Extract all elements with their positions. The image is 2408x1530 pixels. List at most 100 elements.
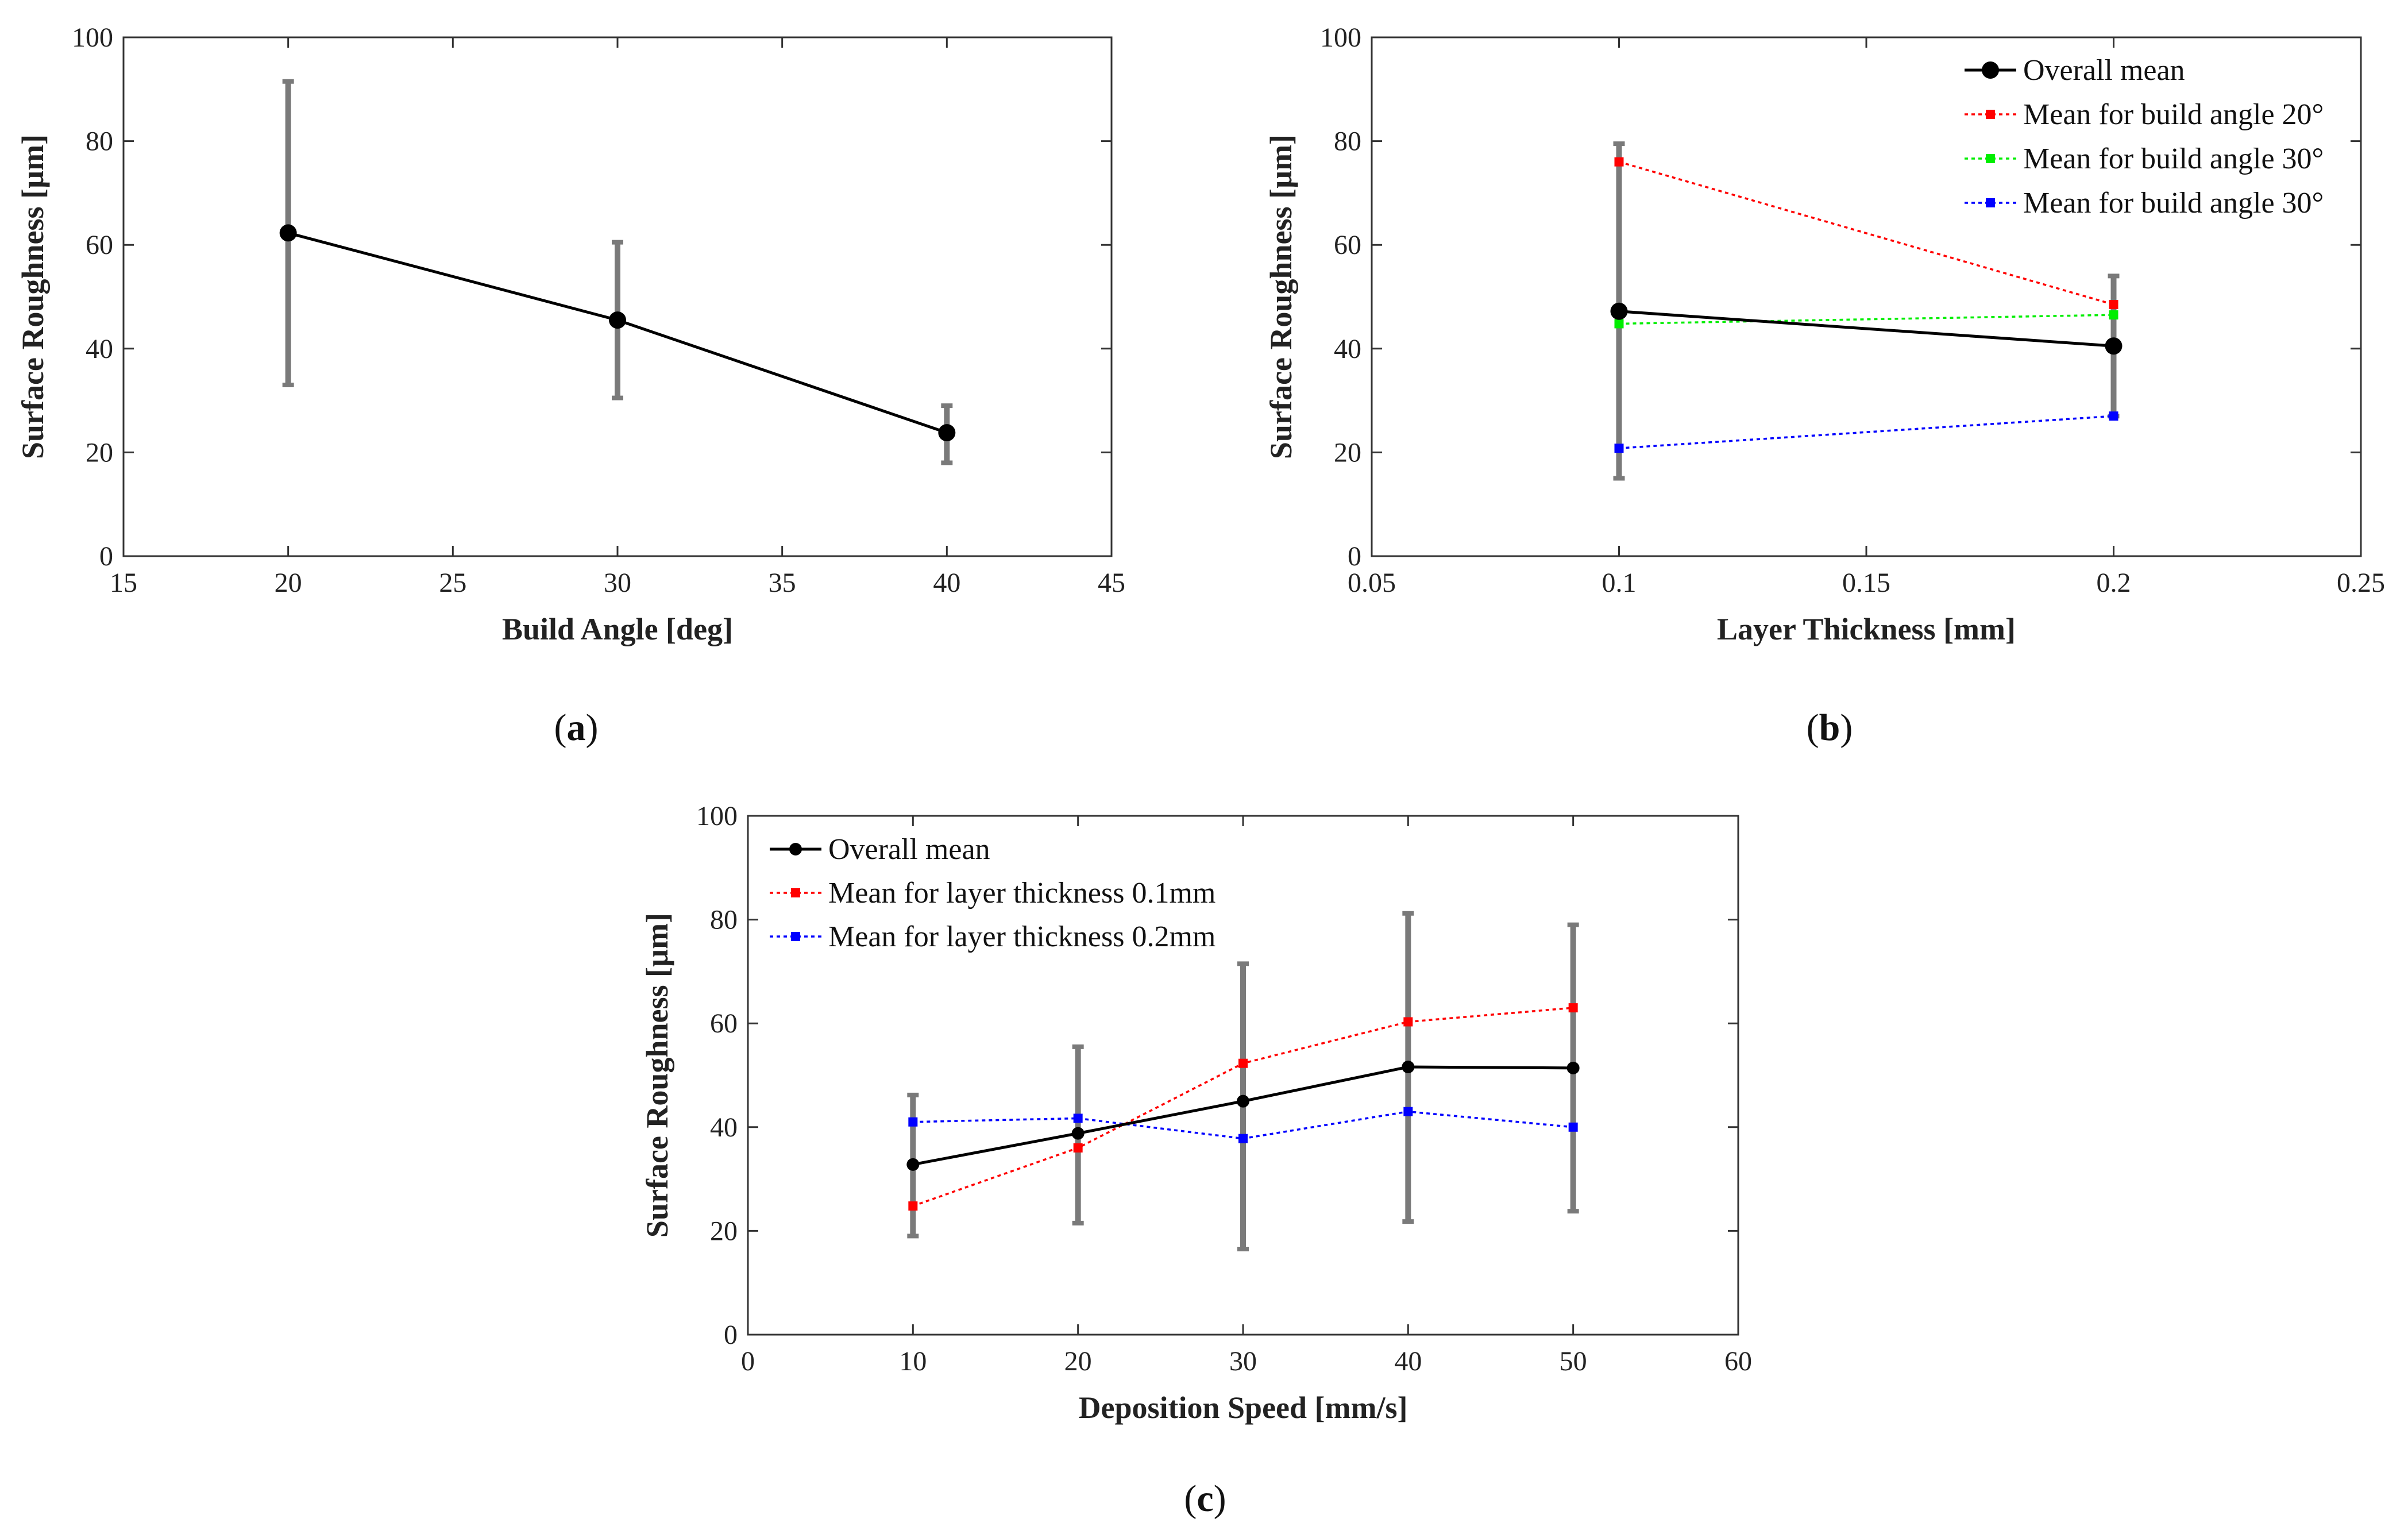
legend-marker [1986,198,1995,207]
y-axis-label: Surface Roughness [µm] [1264,134,1298,459]
y-tick-label: 40 [86,334,113,364]
caption-letter: c [1197,1478,1213,1520]
x-tick-label: 50 [1560,1346,1587,1377]
data-point [908,1201,918,1211]
y-tick-label: 0 [1348,541,1361,572]
data-point [1568,1122,1578,1132]
data-point [906,1158,920,1171]
legend-marker [789,843,802,855]
y-tick-label: 80 [1334,126,1361,157]
y-tick-label: 20 [86,437,113,468]
legend-label: Mean for layer thickness 0.1mm [828,877,1215,909]
y-tick-label: 20 [710,1216,738,1246]
y-axis-label: Surface Roughness [µm] [640,913,674,1238]
x-tick-label: 0.05 [1348,568,1396,598]
data-point [1073,1143,1083,1153]
series-line [1619,161,2114,306]
legend-label: Mean for layer thickness 0.2mm [828,920,1215,953]
y-tick-label: 60 [710,1008,738,1039]
panel-caption: (a) [554,707,599,749]
caption-letter: a [567,707,586,749]
data-point [1238,1134,1248,1143]
legend-marker [791,888,800,897]
x-tick-label: 60 [1724,1346,1752,1377]
y-tick-label: 0 [724,1320,738,1350]
y-tick-label: 0 [99,541,113,572]
data-point [1403,1107,1413,1116]
y-tick-label: 100 [1320,22,1361,53]
x-tick-label: 0.15 [1842,568,1890,598]
y-axis-label: Surface Roughness [µm] [16,134,50,459]
data-point [1238,1058,1248,1068]
x-tick-label: 45 [1098,568,1125,598]
x-tick-label: 10 [899,1346,927,1377]
data-point [1614,157,1624,167]
x-tick-label: 30 [1229,1346,1257,1377]
x-tick-label: 20 [1064,1346,1092,1377]
x-axis-label: Build Angle [deg] [502,612,733,646]
y-tick-label: 60 [1334,230,1361,260]
x-tick-label: 40 [1394,1346,1422,1377]
legend-marker [791,932,800,941]
y-tick-label: 100 [696,801,738,831]
x-tick-label: 30 [604,568,631,598]
y-tick-label: 40 [1334,334,1361,364]
data-point [2105,337,2123,355]
y-tick-label: 100 [72,22,113,53]
x-tick-label: 0.1 [1602,568,1637,598]
legend-label: Mean for build angle 30° [2023,142,2324,175]
caption-letter: b [1819,707,1840,749]
legend-marker [1986,110,1995,119]
caption-paren-open: ( [1807,707,1819,749]
series-line [1619,310,2114,348]
chart-panel-c: 0 10 20 30 40 50 60 0 20 40 60 80 100 Deposition Spee… [640,801,1752,1520]
data-point [1566,1061,1580,1074]
y-tick-label: 80 [710,905,738,935]
data-point [1568,1003,1578,1013]
data-point [2109,300,2118,310]
x-tick-label: 15 [110,568,137,598]
x-tick-label: 35 [769,568,796,598]
data-point [1237,1094,1249,1108]
y-tick-label: 40 [710,1112,738,1143]
legend-label: Overall mean [2023,54,2185,87]
caption-paren-open: ( [1184,1478,1197,1520]
legend-label: Mean for build angle 20° [2023,98,2324,131]
data-point [938,424,956,442]
panel-caption: (c) [1184,1478,1226,1520]
chart-panel-a: 15 20 25 30 35 40 45 0 20 40 60 80 100 Build Angle [d… [16,22,1125,749]
x-axis-label: Deposition Speed [mm/s] [1078,1390,1407,1425]
data-point [609,311,626,329]
x-tick-label: 25 [439,568,466,598]
data-point [1403,1017,1413,1027]
caption-paren-close: ) [1840,707,1853,749]
caption-paren-close: ) [1214,1478,1226,1520]
data-point [1402,1061,1415,1074]
x-axis-label: Layer Thickness [mm] [1717,612,2016,646]
legend-marker [1986,154,1995,163]
x-tick-label: 0 [741,1346,755,1377]
data-point [1610,302,1628,320]
data-point [1614,444,1624,453]
data-point [279,224,297,242]
data-point [908,1117,918,1127]
data-point [1073,1113,1083,1123]
caption-paren-open: ( [554,707,567,749]
data-point [1614,319,1624,329]
chart-panel-b: 0.05 0.1 0.15 0.2 0.25 0 20 40 60 80 100 Layer Thic… [1264,22,2385,749]
legend-label: Overall mean [828,833,990,866]
caption-paren-close: ) [586,707,599,749]
x-tick-label: 20 [275,568,302,598]
legend-label: Mean for build angle 30° [2023,187,2324,219]
series-line [1619,415,2114,449]
panel-caption: (b) [1807,707,1853,749]
x-tick-label: 0.25 [2337,568,2385,598]
data-point [2109,310,2118,320]
data-point [1071,1127,1085,1140]
legend-marker [1982,61,1999,79]
x-tick-label: 0.2 [2097,568,2131,598]
x-tick-label: 40 [933,568,960,598]
y-tick-label: 80 [86,126,113,157]
y-tick-label: 60 [86,230,113,260]
